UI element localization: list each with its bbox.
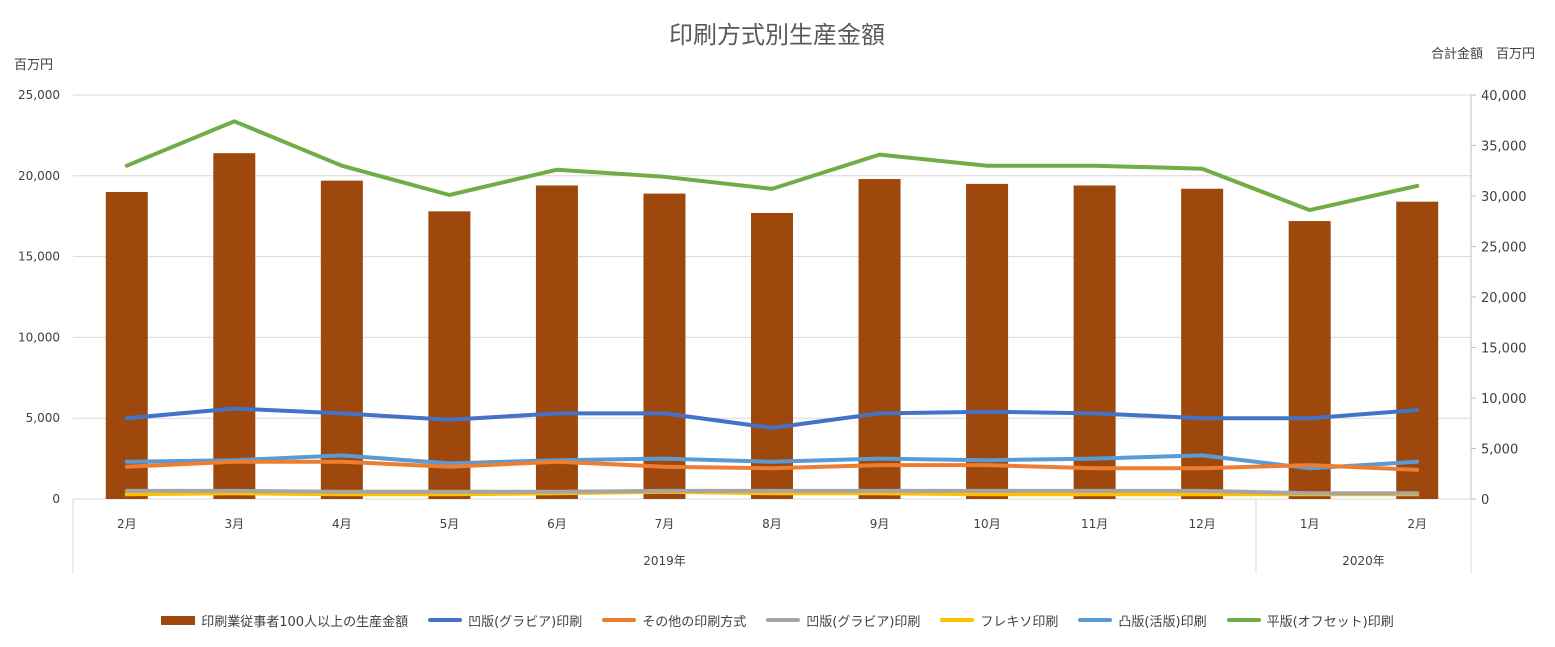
legend-item: 凹版(グラビア)印刷 — [428, 611, 582, 630]
y-left-tick-label: 5,000 — [26, 411, 60, 425]
bar — [1073, 185, 1116, 499]
x-tick-label: 7月 — [655, 517, 675, 531]
legend-item: 凹版(グラビア)印刷 — [766, 611, 920, 630]
x-tick-label: 4月 — [332, 517, 352, 531]
legend-label: その他の印刷方式 — [642, 614, 747, 630]
legend-item: 印刷業従事者100人以上の生産金額 — [161, 611, 408, 630]
x-tick-label: 5月 — [440, 517, 460, 531]
y-left-tick-label: 0 — [52, 492, 60, 506]
legend-swatch — [940, 618, 975, 622]
bar — [535, 185, 578, 499]
series-line — [124, 119, 1420, 213]
legend-item: 凸版(活版)印刷 — [1078, 611, 1207, 630]
x-tick-label: 11月 — [1081, 517, 1108, 531]
bar — [105, 191, 148, 499]
x-tick-label: 2月 — [117, 517, 137, 531]
bar — [1396, 201, 1439, 499]
bar — [966, 183, 1009, 499]
y-right-tick-label: 10,000 — [1481, 392, 1527, 407]
series-line — [124, 459, 1420, 472]
right-axis-unit: 合計金額 百万円 — [1431, 46, 1535, 62]
bar — [858, 179, 901, 500]
x-tick-label: 2月 — [1407, 517, 1427, 531]
y-right-tick-label: 15,000 — [1481, 342, 1527, 357]
y-right-tick-label: 5,000 — [1481, 443, 1518, 458]
series-line — [124, 489, 1420, 497]
bar — [643, 193, 686, 500]
chart-title: 印刷方式別生産金額 — [669, 21, 885, 49]
y-right-tick-label: 20,000 — [1481, 291, 1527, 306]
bar — [751, 212, 793, 499]
legend-item: 平版(オフセット)印刷 — [1226, 611, 1394, 630]
y-right-tick-label: 0 — [1481, 493, 1489, 508]
series-line — [124, 488, 1420, 496]
legend-label: 凹版(グラビア)印刷 — [468, 614, 583, 630]
legend-label: 印刷業従事者100人以上の生産金額 — [201, 614, 409, 630]
legend-swatch — [161, 615, 196, 625]
y-left-tick-label: 20,000 — [18, 169, 60, 183]
bar — [1288, 221, 1331, 499]
x-tick-label: 3月 — [224, 517, 244, 531]
y-left-tick-label: 25,000 — [18, 88, 60, 102]
left-axis-unit: 百万円 — [14, 58, 53, 73]
y-right-tick-label: 30,000 — [1481, 190, 1527, 205]
x-tick-label: 1月 — [1300, 517, 1320, 531]
x-group-label: 2019年 — [643, 554, 686, 568]
series-line — [124, 453, 1420, 471]
legend-label: フレキソ印刷 — [980, 614, 1059, 630]
bar — [320, 180, 363, 499]
legend-label: 凹版(グラビア)印刷 — [806, 614, 921, 630]
x-tick-label: 12月 — [1189, 517, 1216, 531]
bar — [213, 153, 256, 499]
y-right-tick-label: 25,000 — [1481, 241, 1527, 256]
legend-swatch — [766, 618, 801, 622]
legend-swatch — [1078, 618, 1113, 622]
chart-legend: 印刷業従事者100人以上の生産金額 凹版(グラビア)印刷 その他の印刷方式 凹版(グラ… — [0, 608, 1555, 632]
legend-label: 凸版(活版)印刷 — [1118, 614, 1207, 630]
series-line — [124, 406, 1420, 430]
y-left-tick-label: 10,000 — [18, 330, 60, 344]
x-tick-label: 8月 — [762, 517, 782, 531]
x-tick-label: 10月 — [973, 517, 1000, 531]
legend-swatch — [1226, 618, 1261, 622]
legend-swatch — [428, 618, 463, 622]
x-tick-label: 6月 — [547, 517, 567, 531]
legend-item: その他の印刷方式 — [602, 611, 746, 630]
x-tick-label: 9月 — [870, 517, 890, 531]
y-right-tick-label: 40,000 — [1481, 89, 1527, 104]
bar — [1181, 188, 1224, 499]
y-right-tick-label: 35,000 — [1481, 140, 1527, 155]
legend-label: 平版(オフセット)印刷 — [1266, 614, 1394, 630]
y-left-tick-label: 15,000 — [18, 250, 60, 264]
bar — [428, 211, 471, 500]
legend-item: フレキソ印刷 — [940, 611, 1058, 630]
x-group-label: 2020年 — [1342, 554, 1385, 568]
legend-swatch — [602, 618, 637, 622]
